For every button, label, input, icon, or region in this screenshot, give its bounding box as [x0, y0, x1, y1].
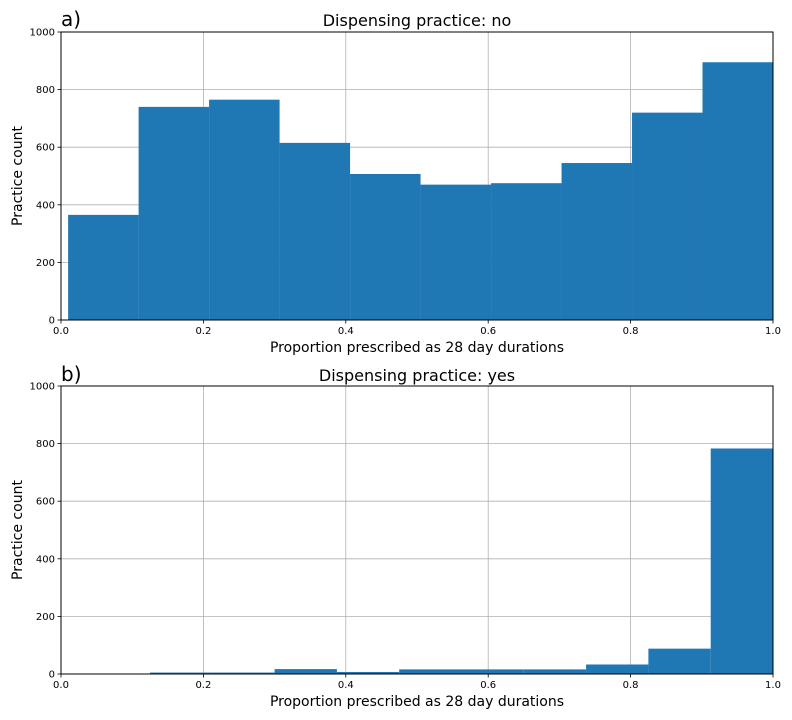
y-tick-label: 400	[36, 554, 55, 565]
histogram-bar	[399, 669, 462, 674]
histogram-bar	[336, 671, 400, 674]
y-tick-labels: 0 200 400 600 800 1000	[30, 28, 55, 327]
x-tick-label: 0.8	[623, 326, 639, 337]
x-axis-label: Proportion prescribed as 28 day duration…	[270, 694, 564, 710]
histogram-bar	[491, 183, 562, 320]
x-tick-labels: 0.0 0.2 0.4 0.6 0.8 1.0	[53, 680, 781, 691]
y-tick-label: 200	[36, 612, 55, 623]
histogram-bar	[420, 184, 492, 320]
histogram-bar	[648, 648, 711, 674]
histogram-bar	[632, 112, 703, 320]
histogram-bar	[461, 669, 524, 674]
x-tick-label: 1.0	[765, 326, 781, 337]
x-tick-label: 0.4	[338, 326, 354, 337]
y-tick-label: 1000	[30, 28, 55, 39]
grid-lines	[60, 385, 774, 675]
x-tick-label: 0.4	[338, 680, 354, 691]
panel-label: a)	[61, 7, 81, 31]
y-axis-label: Practice count	[10, 480, 26, 580]
chart-title: Dispensing practice: yes	[319, 366, 515, 385]
x-tick-label: 1.0	[765, 680, 781, 691]
y-tick-label: 400	[36, 200, 55, 211]
chart-title: Dispensing practice: no	[323, 11, 512, 30]
plot-frame	[60, 31, 774, 321]
histogram-bar	[68, 214, 139, 320]
histogram-bar	[561, 163, 633, 320]
y-tick-label: 800	[36, 439, 55, 450]
y-tick-label: 800	[36, 85, 55, 96]
histogram-bar	[702, 62, 773, 321]
y-tick-labels: 0 200 400 600 800 1000	[30, 382, 55, 681]
histogram-bar	[350, 173, 421, 320]
bars	[68, 62, 773, 321]
histogram-panel-a: a) Dispensing practice: no 0.0 0.2 0.4 0.6 0…	[10, 7, 781, 356]
x-tick-label: 0.0	[53, 326, 69, 337]
x-tick-label: 0.2	[195, 326, 211, 337]
x-tick-label: 0.8	[623, 680, 639, 691]
x-tick-label: 0.0	[53, 680, 69, 691]
y-tick-label: 200	[36, 258, 55, 269]
y-tick-label: 0	[49, 316, 55, 327]
histogram-bar	[523, 669, 587, 674]
y-tick-label: 600	[36, 143, 55, 154]
x-tick-labels: 0.0 0.2 0.4 0.6 0.8 1.0	[53, 326, 781, 337]
histogram-bar	[586, 664, 649, 674]
bars	[150, 448, 773, 674]
x-tick-label: 0.2	[195, 680, 211, 691]
y-tick-label: 600	[36, 497, 55, 508]
histogram-bar	[212, 672, 275, 674]
plot-frame	[60, 385, 774, 675]
histogram-bar	[150, 672, 213, 674]
y-axis-label: Practice count	[10, 126, 26, 226]
histogram-bar	[710, 448, 773, 674]
histogram-bar	[209, 99, 280, 321]
histogram-panel-b: b) Dispensing practice: yes 0.0 0.2 0.4 0.6…	[10, 362, 781, 710]
y-tick-label: 0	[49, 670, 55, 681]
y-tick-label: 1000	[30, 382, 55, 393]
histogram-bar	[279, 142, 351, 320]
x-tick-label: 0.6	[480, 326, 496, 337]
panel-label: b)	[61, 362, 82, 386]
x-axis-label: Proportion prescribed as 28 day duration…	[270, 340, 564, 356]
histogram-bar	[274, 669, 337, 674]
x-tick-label: 0.6	[480, 680, 496, 691]
histogram-bar	[138, 106, 210, 320]
